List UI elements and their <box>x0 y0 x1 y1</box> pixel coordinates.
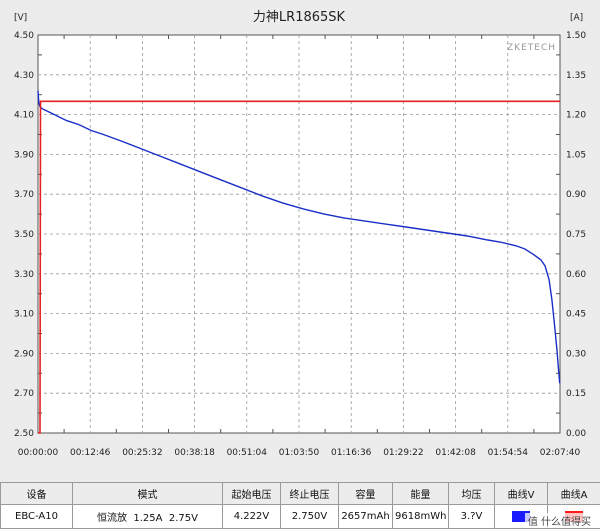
axis-ticks: 2.50 0.00 2.70 0.15 2.90 0.30 3.10 0.45 3.30 0.60… <box>14 31 586 458</box>
voltage-color-swatch[interactable] <box>512 510 530 522</box>
y-left-tick-label: 4.10 <box>14 111 34 121</box>
header-mode: 模式 <box>72 481 223 506</box>
right-axis-unit: [A] <box>570 13 583 23</box>
table-header-row: 设备 模式 起始电压 终止电压 容量 能量 均压 曲线V 曲线A <box>0 481 600 506</box>
chart-title: 力神LR1865SK <box>253 10 346 25</box>
header-avg-voltage: 均压 <box>448 481 495 506</box>
x-tick-label: 01:03:50 <box>279 448 320 458</box>
y-left-tick-label: 4.30 <box>14 71 34 81</box>
y-left-tick-label: 2.70 <box>14 389 34 399</box>
cell-device: EBC-A10 <box>0 504 73 529</box>
y-right-tick-label: 0.90 <box>566 190 586 200</box>
header-capacity: 容量 <box>338 481 393 506</box>
y-right-tick-label: 0.00 <box>566 429 586 439</box>
x-tick-label: 00:12:46 <box>70 448 111 458</box>
table-row[interactable]: EBC-A10 恒流放 1.25A 2.75V 4.222V 2.750V 26… <box>0 504 600 529</box>
x-tick-label: 01:42:08 <box>435 448 476 458</box>
x-tick-label: 01:54:54 <box>488 448 529 458</box>
watermark-text: 值 什么值得买 <box>524 513 594 528</box>
cell-end-voltage: 2.750V <box>280 504 339 529</box>
cell-start-voltage: 4.222V <box>222 504 281 529</box>
chart: 2.50 0.00 2.70 0.15 2.90 0.30 3.10 0.45 3.30 0.60… <box>14 10 586 458</box>
voltage-series-line <box>37 90 561 384</box>
header-start-voltage: 起始电压 <box>222 481 281 506</box>
current-series-line <box>38 100 560 434</box>
y-right-tick-label: 1.50 <box>566 31 586 41</box>
header-curve-a: 曲线A <box>547 481 600 506</box>
y-left-tick-label: 2.90 <box>14 349 34 359</box>
cell-avg-voltage: 3.?V <box>448 504 495 529</box>
x-tick-label: 00:00:00 <box>18 448 59 458</box>
cell-energy: 9618mWh <box>392 504 449 529</box>
series <box>37 90 561 434</box>
x-tick-label: 02:07:40 <box>540 448 581 458</box>
y-right-tick-label: 0.45 <box>566 310 586 320</box>
x-tick-label: 01:29:22 <box>383 448 423 458</box>
x-tick-label: 00:51:04 <box>227 448 268 458</box>
x-tick-label: 00:38:18 <box>174 448 215 458</box>
left-axis-unit: [V] <box>14 13 27 23</box>
header-device: 设备 <box>0 481 73 506</box>
header-energy: 能量 <box>392 481 449 506</box>
header-end-voltage: 终止电压 <box>280 481 339 506</box>
y-right-tick-label: 0.60 <box>566 270 586 280</box>
y-left-tick-label: 3.50 <box>14 230 34 240</box>
status-table: 设备 模式 起始电压 终止电压 容量 能量 均压 曲线V 曲线A EBC-A10… <box>0 481 600 529</box>
cell-capacity: 2657mAh <box>338 504 393 529</box>
brand-label: ZKETECH <box>507 43 556 53</box>
y-right-tick-label: 1.20 <box>566 111 586 121</box>
discharge-chart-svg: 2.50 0.00 2.70 0.15 2.90 0.30 3.10 0.45 3.30 0.60… <box>14 10 586 458</box>
x-tick-label: 00:25:32 <box>122 448 162 458</box>
y-right-tick-label: 0.30 <box>566 349 586 359</box>
y-left-tick-label: 3.30 <box>14 270 34 280</box>
y-left-tick-label: 3.70 <box>14 190 34 200</box>
y-right-tick-label: 1.35 <box>566 71 586 81</box>
y-right-tick-label: 1.05 <box>566 150 586 160</box>
y-right-tick-label: 0.75 <box>566 230 586 240</box>
y-right-tick-label: 0.15 <box>566 389 586 399</box>
cell-mode: 恒流放 1.25A 2.75V <box>72 504 223 529</box>
y-left-tick-label: 3.90 <box>14 150 34 160</box>
x-tick-label: 01:16:36 <box>331 448 372 458</box>
y-left-tick-label: 4.50 <box>14 31 34 41</box>
y-left-tick-label: 3.10 <box>14 310 34 320</box>
y-left-tick-label: 2.50 <box>14 429 34 439</box>
header-curve-v: 曲线V <box>494 481 548 506</box>
